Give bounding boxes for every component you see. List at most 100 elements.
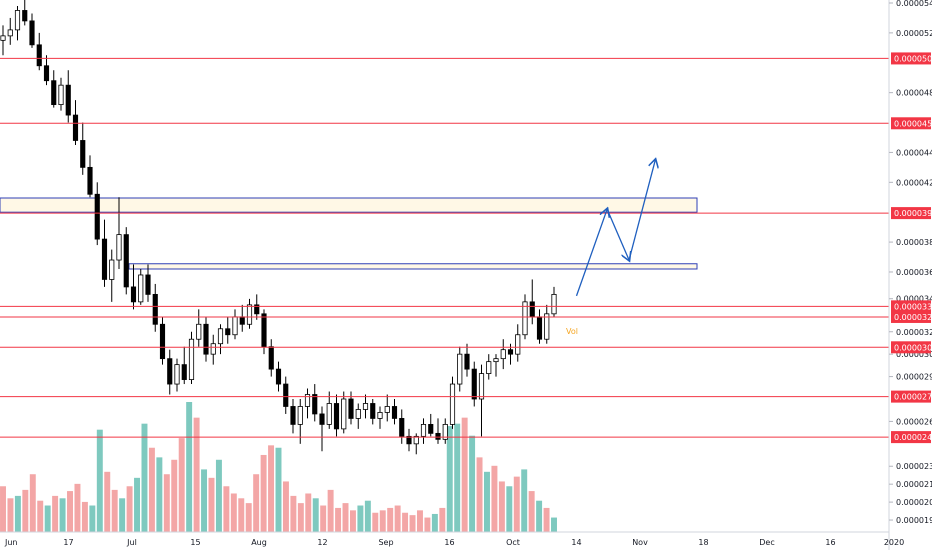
volume-bar — [119, 498, 126, 532]
y-tick-label: 0.00002600 — [896, 417, 932, 426]
candle-body — [333, 403, 340, 430]
volume-bar — [208, 477, 215, 532]
candle-body — [22, 10, 28, 22]
volume-bar — [461, 417, 468, 532]
level-price-label: 0.00003994 — [894, 209, 932, 218]
annotation-layer: Vol — [566, 327, 578, 336]
volume-bar — [357, 505, 364, 532]
volume-bar — [431, 513, 438, 532]
volume-bar — [297, 503, 304, 532]
candle-body — [536, 316, 543, 340]
candle-body — [0, 35, 6, 41]
volume-bar — [506, 486, 513, 532]
volume-bar — [0, 486, 6, 532]
volume-bar — [193, 417, 200, 532]
candle-body — [196, 323, 202, 340]
x-tick-label: 14 — [571, 538, 581, 547]
volume-bar — [394, 505, 401, 532]
candle-body — [413, 435, 419, 445]
candle-body — [522, 301, 528, 336]
volume-bar — [253, 474, 260, 532]
volume-bar — [469, 435, 476, 532]
price-axis[interactable]: 0.00005400 0.00005200 0.00004800 0.00004400… — [889, 0, 932, 525]
volume-bar — [7, 498, 14, 532]
candle-body — [36, 44, 42, 67]
volume-bar — [238, 498, 245, 532]
level-price-label: 0.00002766 — [894, 393, 932, 402]
candle-body — [232, 316, 238, 336]
candle-body — [261, 313, 267, 348]
volume-bar — [148, 447, 155, 532]
projection-arrow — [628, 160, 655, 261]
candle-body — [529, 301, 535, 318]
level-price-badge — [891, 300, 931, 313]
candle-body — [348, 398, 354, 419]
candle-body — [14, 10, 21, 31]
level-price-badge — [891, 52, 931, 65]
candle-body — [58, 84, 64, 106]
candle-body — [167, 358, 173, 385]
candle-body — [80, 140, 86, 168]
candle-body — [449, 383, 456, 425]
candle-body — [515, 334, 521, 355]
level-price-label: 0.00003370 — [894, 302, 932, 311]
projection-arrow — [575, 209, 608, 297]
volume-bar — [536, 500, 543, 532]
level-price-badge — [891, 207, 931, 220]
volume-bar — [260, 454, 267, 532]
volume-bar — [528, 491, 535, 532]
x-tick-label: 17 — [63, 538, 73, 547]
y-tick-label: 0.00002180 — [896, 480, 932, 489]
volume-bar — [74, 483, 81, 532]
x-tick-label: Nov — [632, 538, 648, 547]
candle-body — [493, 358, 499, 363]
level-price-badge — [891, 117, 931, 130]
candle-body — [384, 406, 390, 413]
volume-bar — [37, 500, 44, 532]
candle-body — [72, 114, 79, 141]
candle-body — [7, 29, 13, 37]
volume-bar — [491, 465, 498, 532]
y-tick-label: 0.00004400 — [896, 148, 932, 157]
volume-bar — [305, 493, 312, 532]
candle-body — [312, 394, 318, 415]
volume-bar — [402, 512, 409, 532]
candle-body — [551, 293, 557, 315]
candle-body — [275, 368, 282, 385]
candle-body — [181, 364, 187, 380]
candle-body — [362, 403, 369, 410]
candle-body — [355, 409, 361, 419]
volume-bar — [275, 447, 282, 532]
volume-bar — [498, 481, 505, 532]
candle-body — [406, 435, 412, 445]
level-price-label: 0.00003299 — [894, 313, 932, 322]
candle-body — [341, 398, 347, 430]
candle-body — [217, 328, 224, 345]
x-tick-label: 18 — [698, 538, 708, 547]
volume-bar — [342, 503, 349, 532]
x-tick-label: 16 — [444, 538, 454, 547]
volume-bar — [454, 423, 461, 532]
level-price-badge — [891, 310, 931, 323]
plan-path-layer — [575, 160, 656, 297]
volume-bar — [446, 426, 453, 532]
volume-bar — [89, 505, 96, 532]
volume-layer — [0, 402, 557, 532]
candle-body — [130, 286, 137, 303]
candle-body — [319, 413, 325, 425]
volume-bar — [320, 505, 327, 532]
candle-body — [109, 259, 115, 280]
level-price-label: 0.00005029 — [894, 54, 932, 63]
volume-bar — [349, 510, 356, 532]
candle-body — [435, 432, 441, 440]
y-tick-label: 0.00002060 — [896, 498, 932, 507]
candle-body — [326, 403, 332, 425]
candle-body — [94, 193, 100, 240]
candle-body — [428, 424, 434, 434]
volume-bar — [282, 481, 289, 532]
time-axis[interactable]: Jun 17 Jul 15 Aug 12 Sep 16 Oct 14 Nov 18 Dec 16 2020 — [4, 538, 904, 547]
candle-body — [486, 361, 492, 374]
y-tick-label: 0.00004200 — [896, 178, 932, 187]
